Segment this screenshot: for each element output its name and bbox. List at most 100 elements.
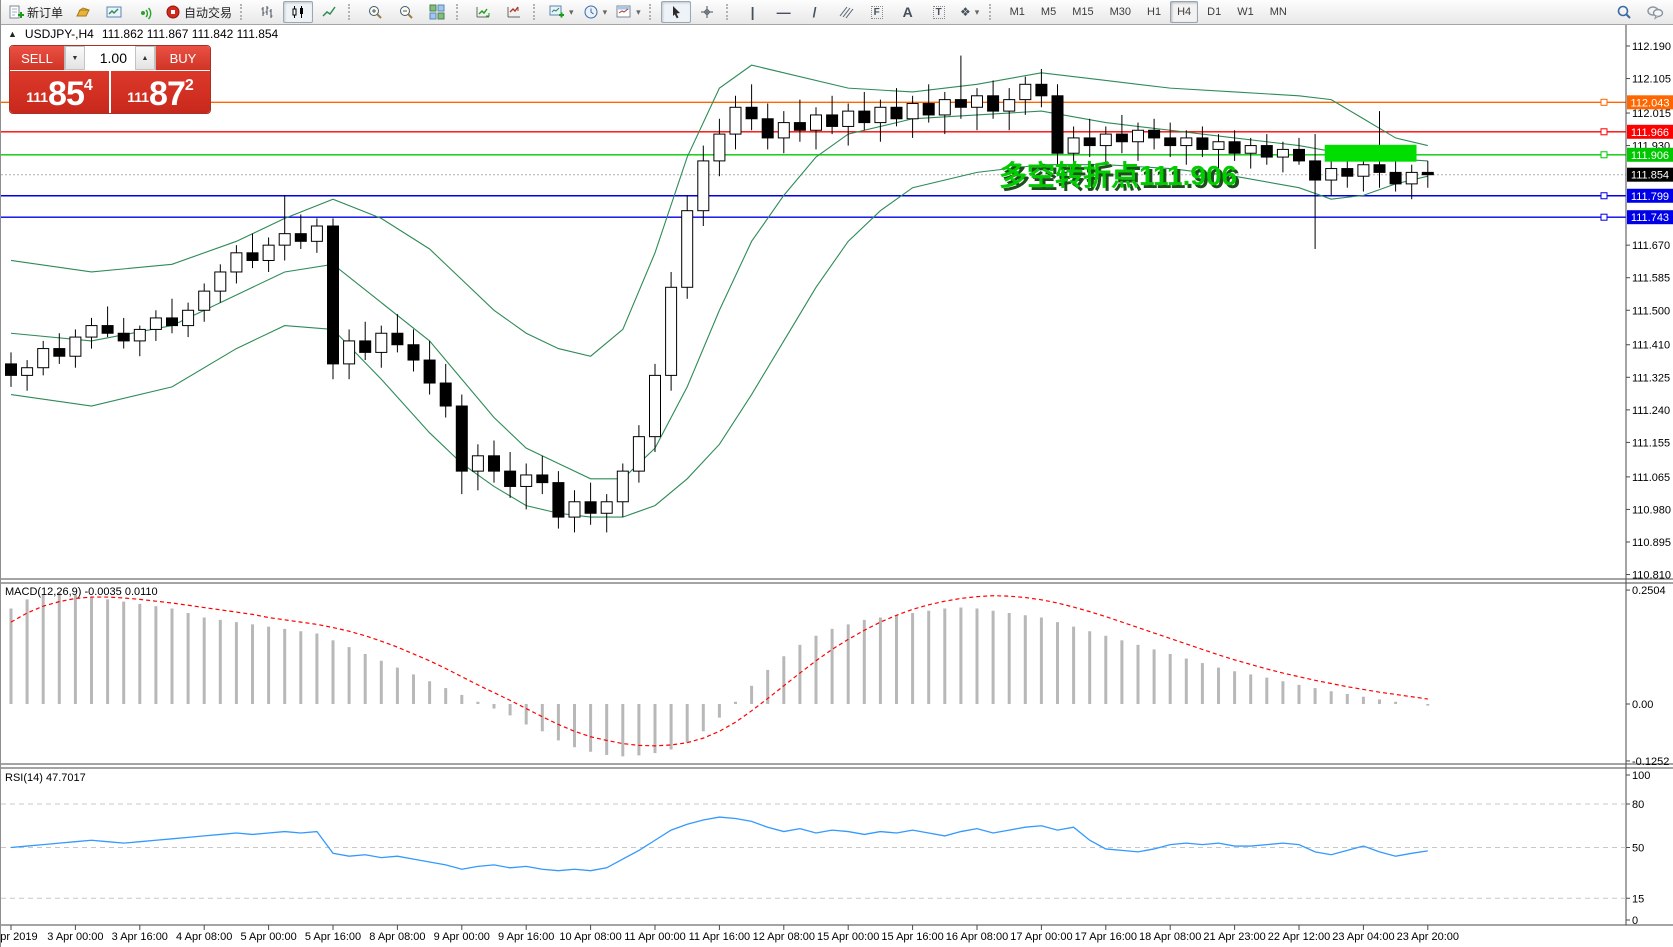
label-tool[interactable]: T — [924, 1, 954, 23]
vertical-line-tool[interactable]: | — [738, 1, 768, 23]
text-tool[interactable]: A — [893, 1, 923, 23]
add-indicator-icon — [549, 5, 565, 18]
candle-down — [1164, 137, 1177, 147]
collapse-arrow-icon[interactable]: ▲ — [8, 29, 17, 39]
candle-down — [1373, 164, 1386, 173]
autotrade-button[interactable]: 自动交易 — [161, 1, 236, 23]
candle-up — [1180, 137, 1193, 147]
new-order-button[interactable]: 新订单 — [4, 1, 67, 23]
hline-handle[interactable] — [1600, 98, 1608, 106]
volume-down-button[interactable]: ▼ — [65, 46, 85, 70]
timeframe-w1[interactable]: W1 — [1237, 6, 1254, 18]
shapes-tool[interactable]: ❖ ▾ — [955, 1, 985, 23]
buy-button[interactable]: BUY — [156, 46, 210, 70]
tile-windows-button[interactable] — [422, 1, 452, 23]
line-chart-mode-button[interactable] — [314, 1, 344, 23]
timeframe-m30[interactable]: M30 — [1109, 6, 1131, 18]
cursor-tool-button[interactable] — [660, 1, 691, 23]
time-tick-label: 5 Apr 16:00 — [305, 931, 361, 943]
auto-scroll-button[interactable] — [468, 1, 498, 23]
signal-icon — [141, 7, 152, 20]
candle-up — [37, 348, 50, 369]
macd-signal-line — [10, 595, 1428, 747]
timeframe-m5[interactable]: M5 — [1040, 6, 1057, 18]
chart-shift-button[interactable] — [499, 1, 529, 23]
time-tick-label: 11 Apr 16:00 — [689, 931, 751, 943]
horizontal-level-lines[interactable] — [1, 98, 1626, 221]
volume-value[interactable]: 1.00 — [85, 46, 135, 70]
market-watch-button[interactable] — [99, 1, 129, 23]
sell-button[interactable]: SELL — [10, 46, 64, 70]
indicators-button[interactable]: ▾ — [545, 1, 578, 23]
fibonacci-icon — [839, 6, 854, 19]
candle-up — [1276, 148, 1289, 158]
candle-up — [278, 233, 291, 246]
trendline-tool[interactable]: / — [800, 1, 830, 23]
candle-down — [423, 359, 436, 384]
timeframe-buttons: M1 M5 M15 M30 H1 H4 D1 W1 MN — [1003, 1, 1294, 23]
zoom-in-button[interactable] — [360, 1, 390, 23]
zoom-out-button[interactable] — [391, 1, 421, 23]
hline-handle[interactable] — [1600, 192, 1608, 200]
candle-up — [1019, 83, 1032, 101]
timeframe-h1[interactable]: H1 — [1147, 6, 1162, 18]
candle-up — [262, 244, 275, 261]
buy-price[interactable]: 111 87 2 — [111, 71, 210, 113]
candle-up — [1405, 171, 1418, 185]
bar-chart-mode-button[interactable] — [252, 1, 282, 23]
candle-up — [520, 474, 533, 487]
highlight-zone-rectangle[interactable] — [1324, 144, 1417, 162]
toolbar-grip[interactable] — [725, 4, 734, 20]
candle-chart-mode-button[interactable] — [283, 1, 314, 23]
candle-down — [1083, 137, 1096, 147]
fibonacci-tool[interactable] — [831, 1, 861, 23]
gold-button[interactable] — [68, 1, 98, 23]
candle-down — [1309, 160, 1322, 181]
horizontal-line-tool[interactable]: — — [769, 1, 799, 23]
periods-button[interactable]: ▾ — [579, 1, 612, 23]
channel-tool[interactable]: F — [862, 1, 892, 23]
toolbar-grip[interactable] — [533, 4, 541, 20]
candle-down — [890, 106, 903, 120]
timeframe-d1[interactable]: D1 — [1207, 6, 1222, 18]
sell-price-prefix: 111 — [26, 89, 49, 105]
buy-price-sup: 2 — [184, 77, 194, 94]
price-label-111.799 — [1627, 188, 1673, 203]
templates-button[interactable]: ▾ — [612, 1, 645, 23]
timeframe-mn[interactable]: MN — [1269, 6, 1287, 18]
line-chart-icon — [322, 6, 336, 17]
time-tick-label: 9 Apr 16:00 — [498, 931, 554, 943]
macd-axis-label: 0.2504 — [1632, 585, 1666, 597]
time-tick-label: 5 Apr 00:00 — [240, 931, 296, 943]
candle-up — [697, 160, 710, 212]
dropdown-arrow-icon: ▾ — [974, 6, 980, 17]
crosshair-icon — [700, 6, 713, 18]
hline-handle[interactable] — [1600, 151, 1608, 159]
rsi-axis-label: 80 — [1632, 799, 1644, 811]
toolbar-grip[interactable] — [648, 4, 657, 20]
time-tick-label: 15 Apr 16:00 — [881, 931, 943, 943]
hline-handle[interactable] — [1600, 128, 1608, 136]
crosshair-tool-button[interactable] — [692, 1, 722, 23]
candle-down — [954, 99, 967, 108]
timeframe-m15[interactable]: M15 — [1072, 6, 1094, 18]
chart-window-icon — [106, 6, 122, 18]
chat-button[interactable] — [1640, 1, 1670, 23]
volume-up-button[interactable]: ▲ — [135, 46, 155, 70]
sell-price[interactable]: 111 85 4 — [10, 71, 109, 113]
toolbar-grip[interactable] — [348, 4, 356, 20]
search-button[interactable] — [1609, 1, 1639, 23]
price-tick-label: 111.670 — [1632, 240, 1670, 252]
toolbar-grip[interactable] — [240, 4, 248, 20]
timeframe-h4[interactable]: H4 — [1170, 1, 1199, 23]
signal-button[interactable] — [130, 1, 160, 23]
hline-handle[interactable] — [1600, 213, 1608, 221]
toolbar-grip[interactable] — [456, 4, 464, 20]
timeframe-m1[interactable]: M1 — [1009, 6, 1025, 18]
candle-down — [536, 474, 549, 484]
toolbar-grip[interactable] — [988, 4, 997, 20]
price-tick-label: 111.325 — [1632, 372, 1670, 384]
sell-price-sup: 4 — [83, 77, 93, 94]
